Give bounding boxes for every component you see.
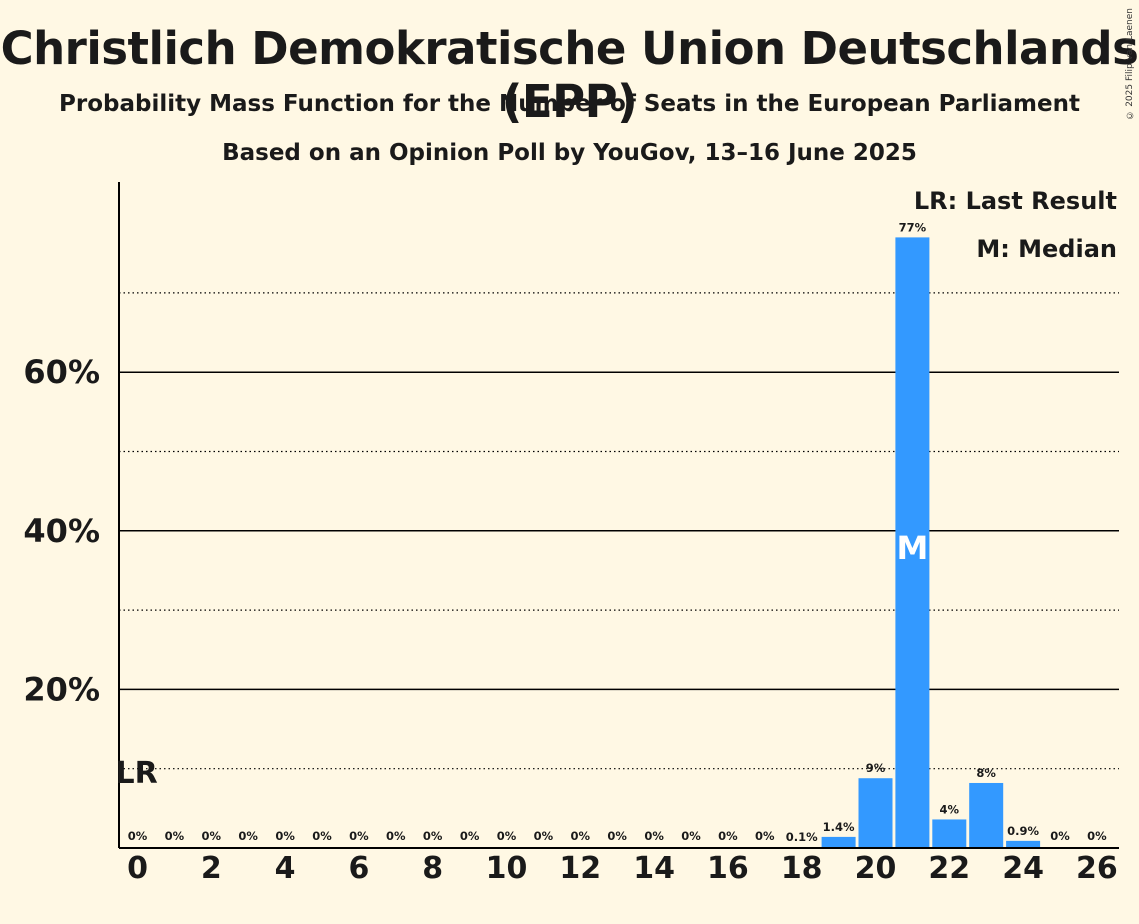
bar-value-label: 0% bbox=[607, 829, 627, 843]
x-tick-label: 8 bbox=[422, 851, 443, 886]
median-marker: M bbox=[896, 529, 928, 567]
bar-value-label: 0% bbox=[423, 829, 443, 843]
bar-value-label: 0.9% bbox=[1007, 824, 1039, 838]
legend-entry: LR: Last Result bbox=[914, 187, 1117, 215]
bar-value-label: 77% bbox=[899, 220, 927, 234]
bar-value-label: 0% bbox=[644, 829, 664, 843]
x-tick-label: 22 bbox=[928, 851, 970, 886]
bar-seat-23 bbox=[969, 782, 1004, 848]
bar-value-label: 0% bbox=[1050, 829, 1070, 843]
chart-title: Christlich Demokratische Union Deutschla… bbox=[0, 22, 1139, 128]
bar-value-label: 0% bbox=[681, 829, 701, 843]
bar-value-label: 8% bbox=[976, 766, 996, 780]
legend-entry: M: Median bbox=[976, 235, 1117, 263]
bar-value-label: 9% bbox=[866, 761, 886, 775]
gridlines bbox=[119, 292, 1119, 770]
x-tick-label: 0 bbox=[127, 851, 148, 886]
x-tick-label: 26 bbox=[1076, 851, 1118, 886]
y-tick-label: 40% bbox=[23, 512, 100, 550]
y-tick-label: 60% bbox=[23, 353, 100, 391]
x-tick-label: 18 bbox=[781, 851, 823, 886]
bar-value-label: 0% bbox=[460, 829, 480, 843]
y-tick-labels: 20% 40% 60% bbox=[23, 353, 100, 708]
bar-seat-21 bbox=[895, 237, 930, 848]
bar-value-label: 0% bbox=[165, 829, 185, 843]
x-tick-label: 20 bbox=[855, 851, 897, 886]
bar-value-label: 0% bbox=[349, 829, 369, 843]
bar-value-labels: 0% 0% 0% 0% 0% 0% 0% 0% 0% 0% 0% 0% 0% 0% 0% 0% 0% 0% 0.1%… bbox=[128, 220, 1107, 844]
x-tick-label: 14 bbox=[633, 851, 675, 886]
x-tick-label: 10 bbox=[486, 851, 528, 886]
x-tick-label: 4 bbox=[275, 851, 296, 886]
bars bbox=[784, 237, 1041, 848]
bar-value-label: 0% bbox=[275, 829, 295, 843]
last-result-marker: LR bbox=[116, 756, 158, 791]
bar-value-label: 0% bbox=[497, 829, 517, 843]
bar-seat-19 bbox=[821, 836, 856, 848]
bar-value-label: 0% bbox=[238, 829, 258, 843]
bar-seat-24 bbox=[1006, 840, 1041, 848]
chart-subtitle: Probability Mass Function for the Number… bbox=[59, 91, 1080, 117]
bar-value-label: 0% bbox=[312, 829, 332, 843]
bar-seat-20 bbox=[858, 778, 893, 848]
axes bbox=[118, 182, 1119, 849]
x-tick-label: 6 bbox=[348, 851, 369, 886]
x-tick-label: 2 bbox=[201, 851, 222, 886]
bar-value-label: 0% bbox=[386, 829, 406, 843]
x-tick-label: 12 bbox=[559, 851, 601, 886]
y-tick-label: 20% bbox=[23, 670, 100, 708]
bar-value-label: 4% bbox=[940, 802, 960, 816]
bar-value-label: 0% bbox=[128, 829, 148, 843]
bar-value-label: 0% bbox=[202, 829, 222, 843]
bar-value-label: 0% bbox=[1087, 829, 1107, 843]
legend: LR: Last Result M: Median bbox=[914, 187, 1117, 263]
bar-seat-22 bbox=[932, 819, 967, 848]
markers: LR M bbox=[116, 529, 929, 791]
bar-value-label: 0% bbox=[571, 829, 591, 843]
bar-value-label: 0% bbox=[755, 829, 775, 843]
x-tick-label: 24 bbox=[1002, 851, 1044, 886]
x-tick-labels: 0 2 4 6 8 10 12 14 16 18 20 22 24 26 bbox=[127, 851, 1118, 886]
chart-source-line: Based on an Opinion Poll by YouGov, 13–1… bbox=[222, 140, 917, 166]
bar-value-label: 0% bbox=[718, 829, 738, 843]
bar-value-label: 0% bbox=[534, 829, 554, 843]
x-tick-label: 16 bbox=[707, 851, 749, 886]
bar-value-label: 0.1% bbox=[786, 830, 818, 844]
bar-value-label: 1.4% bbox=[823, 820, 855, 834]
